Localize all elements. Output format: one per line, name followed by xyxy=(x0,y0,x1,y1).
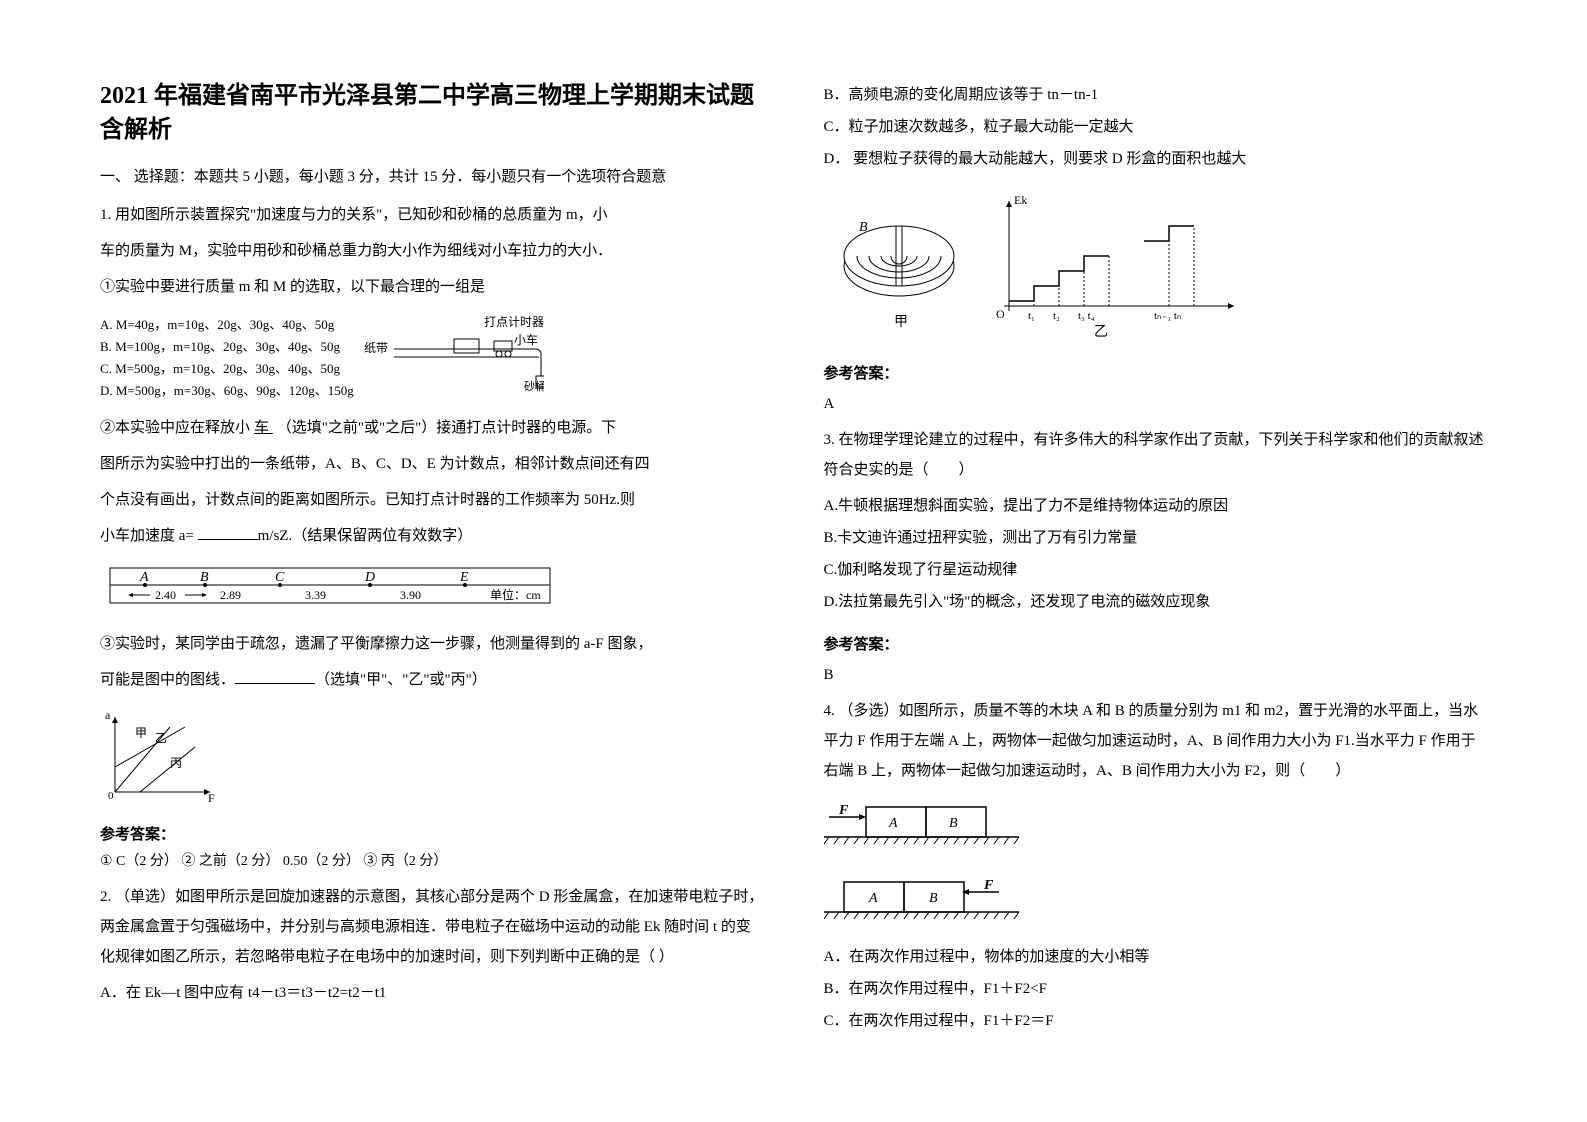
svg-text:D: D xyxy=(364,570,375,585)
q4-opt-b: B．在两次作用过程中，F1＋F2<F xyxy=(824,974,1488,1004)
q1-opt-c: C. M=500g，m=10g、20g、30g、40g、50g xyxy=(100,358,354,380)
q1-stem-2: 车的质量为 M，实验中用砂和砂桶总重力韵大小作为细线对小车拉力的大小． xyxy=(100,236,764,266)
svg-text:3.39: 3.39 xyxy=(305,588,326,602)
q2-answer-label: 参考答案： xyxy=(824,362,1488,383)
q3-stem: 3. 在物理学理论建立的过程中，有许多伟大的科学家作出了贡献，下列关于科学家和他… xyxy=(824,425,1488,485)
left-column: 2021 年福建省南平市光泽县第二中学高三物理上学期期末试题含解析 一、 选择题… xyxy=(100,80,764,1082)
svg-text:砂桶: 砂桶 xyxy=(524,379,544,393)
q1-sub3-b: 可能是图中的图线．（选填"甲"、"乙"或"丙"） xyxy=(100,665,764,695)
q1-sub2-line2: 图所示为实验中打出的一条纸带，A、B、C、D、E 为计数点，相邻计数点间还有四 xyxy=(100,449,764,479)
q1-sub1: ①实验中要进行质量 m 和 M 的选取，以下最合理的一组是 xyxy=(100,272,764,302)
svg-text:C: C xyxy=(275,570,285,585)
q1-answer: ① C（2 分） ② 之前（2 分） 0.50（2 分） ③ 丙（2 分） xyxy=(100,850,764,870)
blocks-diagram-1: F A B xyxy=(824,802,1024,857)
svg-text:E: E xyxy=(459,570,469,585)
q4-opt-a: A．在两次作用过程中，物体的加速度的大小相等 xyxy=(824,942,1488,972)
q2-opt-b: B．高频电源的变化周期应该等于 tn－tn-1 xyxy=(824,80,1488,110)
q2-stem: 2. （单选）如图甲所示是回旋加速器的示意图，其核心部分是两个 D 形金属盒，在… xyxy=(100,882,764,972)
svg-text:2.40: 2.40 xyxy=(155,588,176,602)
svg-text:tₙ₋₁ tₙ: tₙ₋₁ tₙ xyxy=(1154,310,1181,322)
svg-text:A: A xyxy=(139,570,149,585)
q1-stem-1: 1. 用如图所示装置探究"加速度与力的关系"，已知砂和砂桶的总质童为 m，小 xyxy=(100,200,764,230)
svg-text:t₁: t₁ xyxy=(1028,310,1035,322)
svg-text:F: F xyxy=(838,803,849,818)
svg-text:O: O xyxy=(996,307,1005,321)
q3-answer: B xyxy=(824,660,1488,690)
svg-text:B: B xyxy=(200,570,209,585)
q2-opt-c: C．粒子加速次数越多，粒子最大动能一定越大 xyxy=(824,112,1488,142)
q1-sub3-a: ③实验时，某同学由于疏忽，遗漏了平衡摩擦力这一步骤，他测量得到的 a-F 图象， xyxy=(100,629,764,659)
cyclotron-graph: B 甲 Ek O t₁ t₂ t₃ t₄ tₙ₋₁ tₙ 乙 xyxy=(824,186,1244,346)
cart-setup-diagram: 打点计时器 小车 纸带 砂桶 xyxy=(364,314,544,394)
svg-text:a: a xyxy=(105,708,111,722)
svg-text:乙: 乙 xyxy=(1094,324,1108,340)
q4-stem: 4. （多选）如图所示，质量不等的木块 A 和 B 的质量分别为 m1 和 m2… xyxy=(824,696,1488,786)
svg-text:B: B xyxy=(949,816,958,831)
q3-opt-a: A.牛顿根据理想斜面实验，提出了力不是维持物体运动的原因 xyxy=(824,491,1488,521)
q1-sub2-line3: 个点没有画出，计数点间的距离如图所示。已知打点计时器的工作频率为 50Hz.则 xyxy=(100,485,764,515)
doc-title: 2021 年福建省南平市光泽县第二中学高三物理上学期期末试题含解析 xyxy=(100,80,764,147)
svg-text:B: B xyxy=(859,220,868,235)
q3-opt-b: B.卡文迪许通过扭秤实验，测出了万有引力常量 xyxy=(824,523,1488,553)
svg-text:A: A xyxy=(868,891,878,906)
svg-text:t₂: t₂ xyxy=(1053,310,1060,322)
svg-text:甲: 甲 xyxy=(894,315,908,330)
tape-diagram: A B C D E 2.40 2.89 3.39 3.90 单位：cm xyxy=(100,563,560,623)
svg-text:丙: 丙 xyxy=(170,756,182,770)
svg-text:乙: 乙 xyxy=(155,731,167,745)
q1-answer-label: 参考答案： xyxy=(100,823,764,844)
svg-text:F: F xyxy=(208,791,215,805)
svg-text:Ek: Ek xyxy=(1014,193,1027,207)
right-column: B．高频电源的变化周期应该等于 tn－tn-1 C．粒子加速次数越多，粒子最大动… xyxy=(824,80,1488,1082)
a-f-graph: a F 甲 乙 丙 0 xyxy=(100,707,220,807)
blocks-diagram-2: A B F xyxy=(824,877,1024,932)
q3-opt-c: C.伽利略发现了行星运动规律 xyxy=(824,555,1488,585)
q2-opt-a: A．在 Ek―t 图中应有 t4－t3＝t3－t2=t2－t1 xyxy=(100,978,764,1008)
q1-options: A. M=40g，m=10g、20g、30g、40g、50g B. M=100g… xyxy=(100,314,354,402)
q1-opt-a: A. M=40g，m=10g、20g、30g、40g、50g xyxy=(100,314,354,336)
q4-opt-c: C．在两次作用过程中，F1＋F2＝F xyxy=(824,1006,1488,1036)
svg-text:单位：cm: 单位：cm xyxy=(490,587,541,602)
q1-sub2-line4: 小车加速度 a= m/sZ.（结果保留两位有效数字） xyxy=(100,521,764,551)
q2-answer: A xyxy=(824,389,1488,419)
q1-opt-d: D. M=500g，m=30g、60g、90g、120g、150g xyxy=(100,380,354,402)
q1-options-and-figure: A. M=40g，m=10g、20g、30g、40g、50g B. M=100g… xyxy=(100,314,764,402)
svg-text:小车: 小车 xyxy=(514,332,538,347)
q1-opt-b: B. M=100g，m=10g、20g、30g、40g、50g xyxy=(100,336,354,358)
svg-text:0: 0 xyxy=(108,790,114,802)
svg-text:打点计时器: 打点计时器 xyxy=(484,315,544,329)
q1-sub2-line1: ②本实验中应在释放小车 （选填"之前"或"之后"）接通打点计时器的电源。下 xyxy=(100,413,764,443)
q3-answer-label: 参考答案： xyxy=(824,633,1488,654)
svg-text:纸带: 纸带 xyxy=(364,341,388,355)
section-heading: 一、 选择题：本题共 5 小题，每小题 3 分，共计 15 分．每小题只有一个选… xyxy=(100,165,764,186)
svg-text:t₃ t₄: t₃ t₄ xyxy=(1078,310,1095,322)
svg-text:2.89: 2.89 xyxy=(220,588,241,602)
svg-text:B: B xyxy=(929,891,938,906)
svg-text:3.90: 3.90 xyxy=(400,588,421,602)
svg-text:甲: 甲 xyxy=(135,726,147,740)
svg-text:A: A xyxy=(888,816,898,831)
q3-opt-d: D.法拉第最先引入"场"的概念，还发现了电流的磁效应现象 xyxy=(824,587,1488,617)
svg-text:F: F xyxy=(983,878,994,893)
q2-opt-d: D． 要想粒子获得的最大动能越大，则要求 D 形盒的面积也越大 xyxy=(824,144,1488,174)
